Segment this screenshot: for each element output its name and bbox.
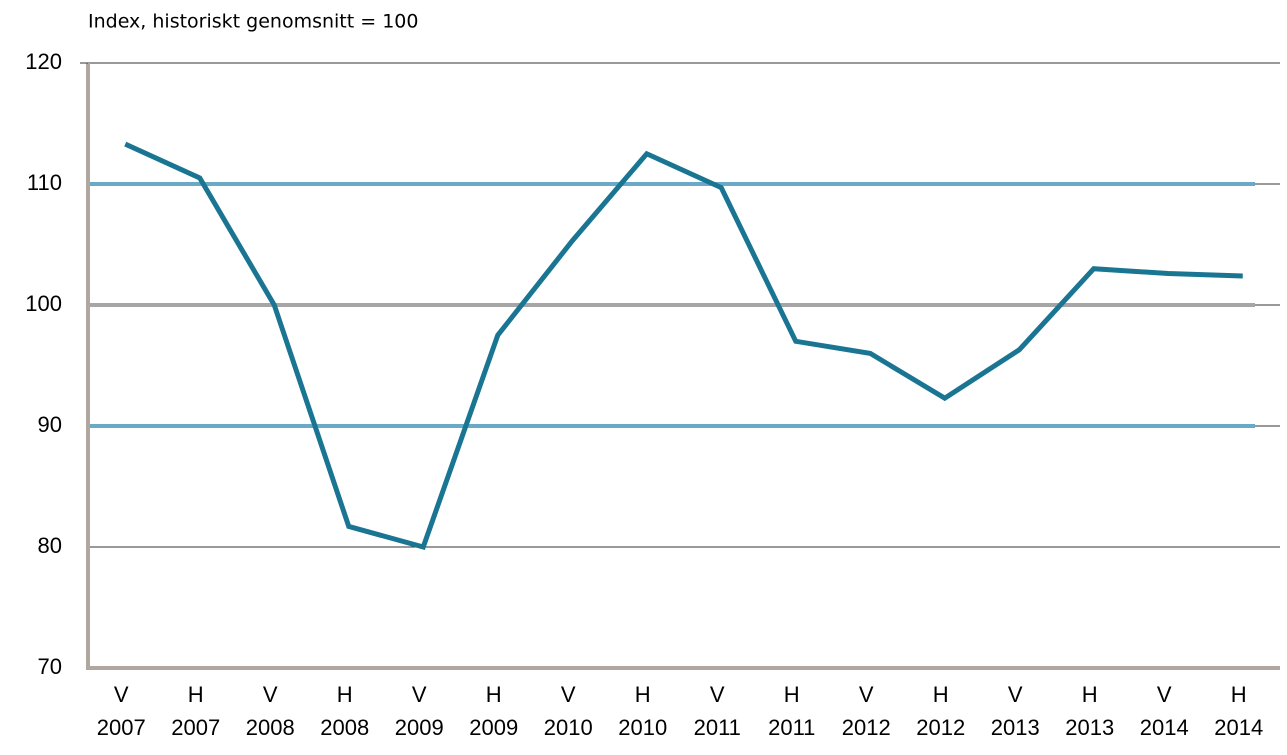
x-tick-label: V	[263, 682, 278, 707]
x-tick-label: V	[859, 682, 874, 707]
y-axis-label: Index, historiskt genomsnitt = 100	[88, 11, 418, 33]
x-tick-label: V	[114, 682, 129, 707]
y-tick-label: 70	[38, 654, 62, 679]
x-tick-label: 2009	[469, 715, 518, 740]
x-tick-label: H	[486, 682, 502, 707]
x-tick-label: V	[710, 682, 725, 707]
x-tick-label: 2008	[246, 715, 295, 740]
x-tick-label: 2009	[395, 715, 444, 740]
x-tick-label: 2014	[1140, 715, 1189, 740]
x-tick-label: V	[1157, 682, 1172, 707]
x-tick-label: H	[337, 682, 353, 707]
x-tick-label: H	[188, 682, 204, 707]
x-tick-label: V	[561, 682, 576, 707]
x-tick-label: 2012	[842, 715, 891, 740]
x-tick-label: 2011	[694, 715, 741, 740]
x-tick-label: 2008	[320, 715, 369, 740]
x-tick-label: 2013	[991, 715, 1040, 740]
x-tick-label: H	[1082, 682, 1098, 707]
x-tick-label: 2007	[97, 715, 146, 740]
x-tick-label: H	[784, 682, 800, 707]
x-tick-label: H	[635, 682, 651, 707]
y-tick-label: 100	[25, 291, 62, 316]
y-tick-label: 90	[38, 412, 62, 437]
x-tick-label: 2011	[768, 715, 815, 740]
x-tick-label: 2013	[1065, 715, 1114, 740]
x-tick-label: V	[412, 682, 427, 707]
y-tick-label: 80	[38, 533, 62, 558]
x-tick-label: 2007	[171, 715, 220, 740]
x-tick-label: 2010	[618, 715, 667, 740]
y-tick-label: 120	[25, 49, 62, 74]
x-tick-label: H	[1231, 682, 1247, 707]
y-tick-label: 110	[27, 170, 62, 195]
x-tick-label: H	[933, 682, 949, 707]
x-tick-label: V	[1008, 682, 1023, 707]
x-tick-label: 2012	[916, 715, 965, 740]
x-tick-label: 2014	[1214, 715, 1263, 740]
data-line	[124, 141, 1243, 551]
x-tick-label: 2010	[544, 715, 593, 740]
